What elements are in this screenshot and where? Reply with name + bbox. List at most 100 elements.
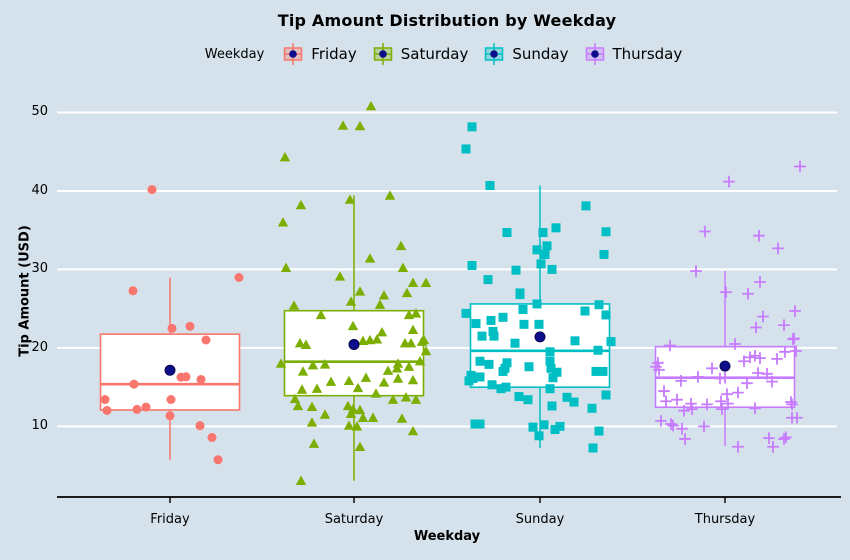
data-point (407, 374, 419, 385)
data-point (763, 432, 775, 444)
data-point (562, 392, 572, 402)
data-point (786, 398, 798, 411)
data-point (102, 405, 112, 415)
data-point (295, 475, 307, 485)
data-point (354, 120, 366, 131)
data-point (400, 392, 412, 402)
data-point (360, 372, 372, 382)
data-point (364, 334, 376, 345)
data-point (471, 319, 481, 329)
y-tick-label: 50 (31, 104, 48, 120)
data-point (552, 367, 562, 377)
data-point (475, 419, 485, 429)
data-point (690, 265, 702, 277)
data-point (347, 320, 359, 331)
data-point (679, 433, 691, 445)
data-point (475, 356, 485, 366)
data-point (772, 242, 784, 255)
data-point (757, 310, 769, 323)
data-point (392, 373, 404, 383)
data-point (501, 382, 511, 392)
data-point (732, 386, 744, 399)
data-point (778, 433, 790, 445)
data-point (547, 264, 557, 274)
data-point (676, 422, 688, 435)
x-tick-label: Sunday (515, 512, 565, 527)
data-point (593, 345, 603, 355)
data-point (749, 402, 761, 415)
data-point (486, 315, 496, 325)
data-point (664, 339, 676, 352)
data-point (767, 440, 779, 453)
data-point (354, 286, 366, 296)
legend-item-thursday: Thursday (583, 42, 682, 66)
data-point (371, 334, 383, 344)
data-point (510, 338, 520, 348)
data-point (498, 366, 508, 376)
mean-marker-friday (164, 364, 176, 376)
data-point (334, 271, 346, 281)
data-point (100, 395, 110, 405)
data-point (542, 241, 552, 251)
legend-title: Weekday (204, 46, 265, 62)
data-point (292, 400, 304, 411)
data-point (548, 373, 558, 383)
data-point (749, 349, 761, 362)
data-point (722, 397, 734, 410)
data-point (489, 331, 499, 341)
data-point (665, 418, 677, 430)
boxplot-key-icon (371, 42, 395, 66)
data-point (536, 259, 546, 269)
boxplot-key-icon (583, 42, 607, 66)
x-tick-label: Thursday (694, 512, 756, 527)
boxplot-key-icon (281, 42, 305, 66)
data-point (555, 421, 565, 431)
data-point (771, 353, 783, 365)
data-point (483, 275, 493, 285)
data-point (166, 395, 176, 405)
data-point (407, 324, 419, 335)
data-point (297, 366, 309, 376)
data-point (532, 299, 542, 309)
data-point (580, 306, 590, 316)
data-point (660, 395, 672, 408)
data-point (729, 338, 741, 350)
data-point (588, 443, 598, 453)
data-point (407, 277, 419, 287)
x-tick-label: Saturday (324, 512, 384, 527)
data-point (581, 201, 591, 211)
data-point (701, 398, 713, 411)
legend-item-sunday: Sunday (482, 42, 569, 66)
data-point (420, 345, 432, 356)
y-tick-label: 10 (31, 418, 48, 434)
data-point (754, 276, 766, 288)
data-point (714, 372, 726, 385)
data-point (167, 323, 177, 333)
y-tick-label: 20 (31, 339, 48, 355)
data-point (655, 415, 667, 427)
data-point (213, 455, 223, 465)
data-point (300, 339, 312, 349)
data-point (496, 384, 506, 394)
data-point (308, 438, 320, 448)
legend-label: Friday (311, 45, 357, 63)
data-point (732, 440, 744, 453)
data-point (534, 431, 544, 441)
data-point (407, 425, 419, 436)
data-point (502, 358, 512, 368)
data-point (306, 401, 318, 411)
data-point (477, 331, 487, 341)
data-point (461, 308, 471, 318)
data-point (761, 367, 773, 380)
data-point (716, 403, 728, 415)
data-point (467, 122, 477, 132)
data-point (325, 376, 337, 386)
data-point (342, 400, 354, 411)
data-point (606, 337, 616, 347)
data-point (387, 394, 399, 404)
data-point (741, 377, 753, 390)
data-point (195, 421, 205, 431)
data-point (185, 321, 195, 331)
data-point (234, 273, 244, 283)
